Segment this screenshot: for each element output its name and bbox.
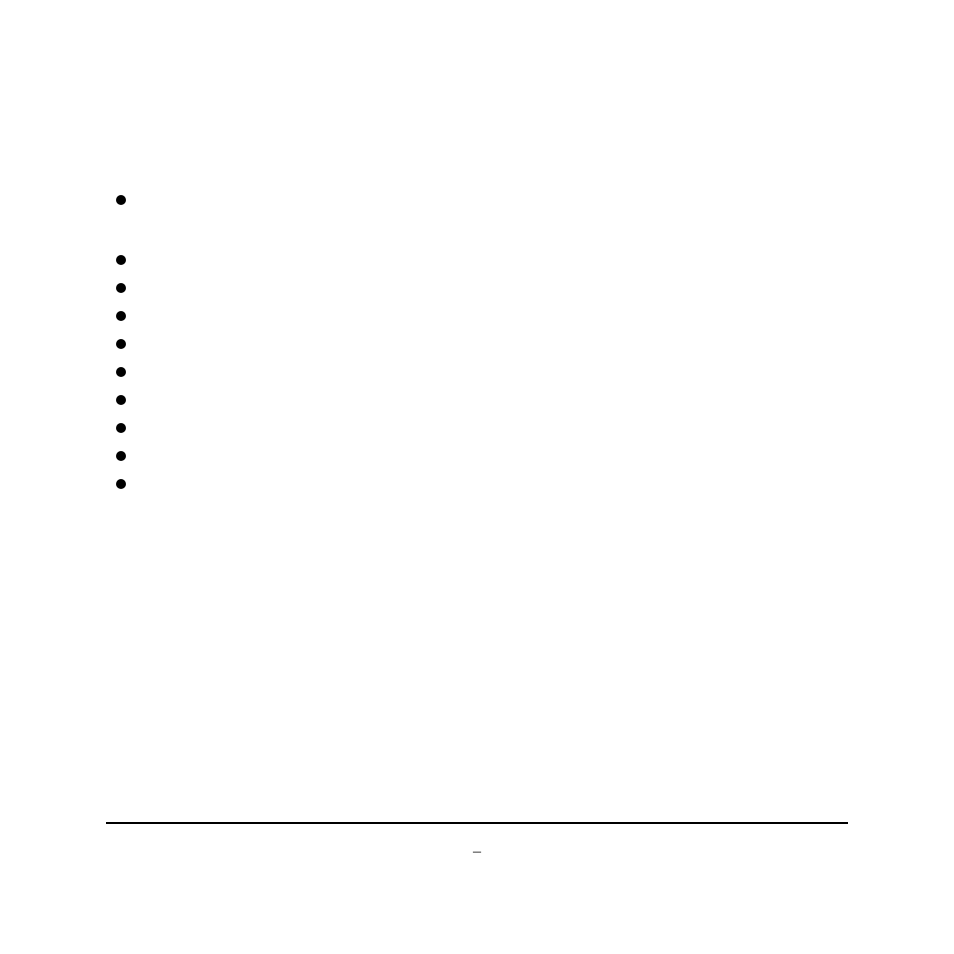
bullet-icon [116, 195, 126, 205]
list-item [106, 195, 848, 205]
list-item [106, 339, 848, 349]
bullet-icon [116, 423, 126, 433]
bullet-icon [116, 339, 126, 349]
list-item [106, 283, 848, 293]
page-footer: – [106, 843, 848, 861]
list-item [106, 423, 848, 433]
list-item [106, 395, 848, 405]
list-item [106, 311, 848, 321]
bullet-icon [116, 367, 126, 377]
bullet-icon [116, 255, 126, 265]
list-item [106, 367, 848, 377]
bullet-icon [116, 311, 126, 321]
bullet-icon [116, 451, 126, 461]
list-item [106, 479, 848, 489]
bullet-list [106, 195, 848, 507]
list-item [106, 451, 848, 461]
horizontal-rule [106, 822, 848, 824]
bullet-icon [116, 283, 126, 293]
bullet-icon [116, 395, 126, 405]
list-item [106, 255, 848, 265]
page-content: – [106, 0, 848, 954]
bullet-icon [116, 479, 126, 489]
